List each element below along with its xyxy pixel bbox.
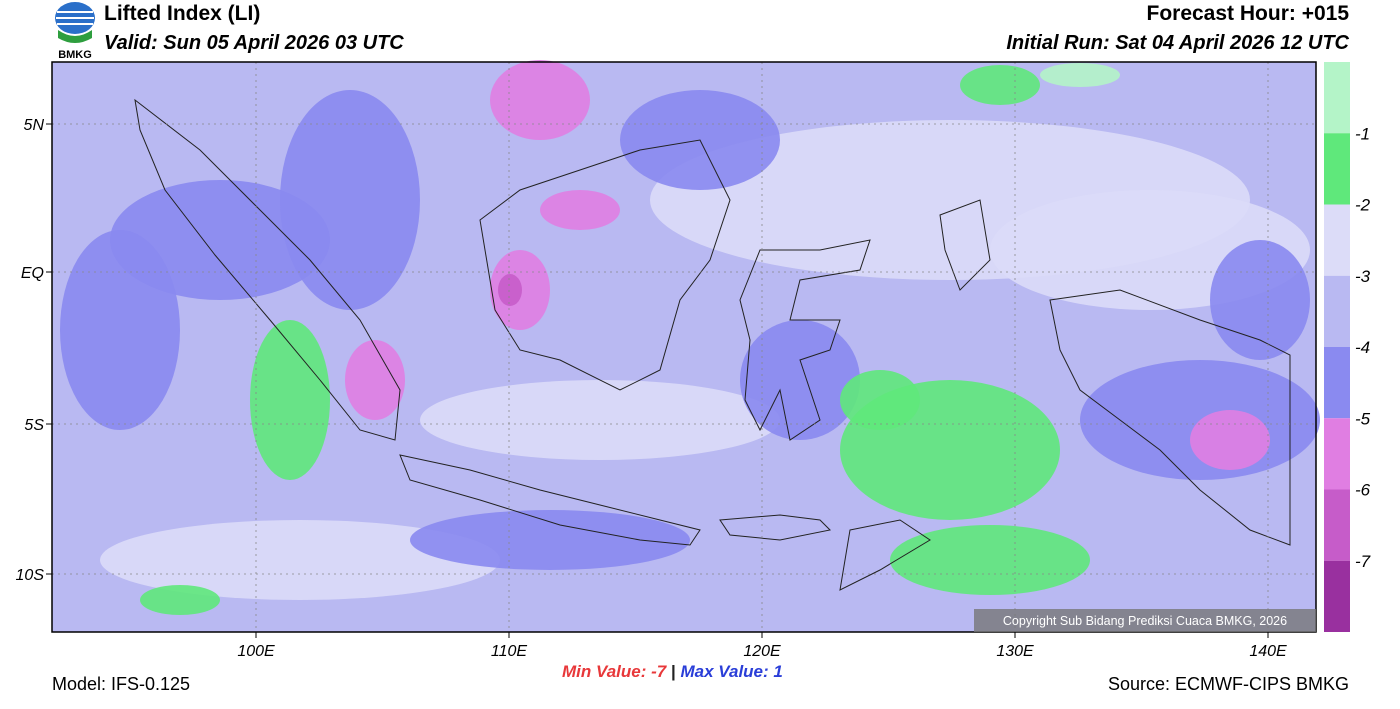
field-region <box>100 520 500 600</box>
colorbar-label: -3 <box>1355 267 1371 286</box>
title: Lifted Index (LI) <box>104 2 261 25</box>
lat-label: 5N <box>24 117 45 134</box>
colorbar-swatch <box>1324 133 1350 205</box>
field-region <box>498 274 522 306</box>
field-region <box>960 65 1040 105</box>
forecast-hour: Forecast Hour: +015 <box>1146 2 1350 25</box>
lon-label: 130E <box>996 643 1034 660</box>
colorbar-swatch <box>1324 62 1350 134</box>
field-region <box>1040 63 1120 87</box>
map-frame <box>51 61 1317 633</box>
separator: | <box>670 662 676 681</box>
lat-label: 5S <box>24 417 44 434</box>
colorbar-label: -5 <box>1355 409 1371 428</box>
field-region <box>840 370 920 430</box>
copyright-box <box>974 609 1316 632</box>
field-region <box>1190 410 1270 470</box>
source: Source: ECMWF-CIPS BMKG <box>1107 674 1349 694</box>
field-region <box>280 90 420 310</box>
min-label: Min Value: <box>562 662 647 681</box>
logo-text: BMKG <box>58 49 92 60</box>
model: Model: IFS-0.125 <box>52 674 191 694</box>
min-max: Min Value: -7 | Max Value: 1 <box>562 662 783 682</box>
copyright: Copyright Sub Bidang Prediksi Cuaca BMKG… <box>1003 614 1287 628</box>
max-label: Max Value: <box>680 662 769 681</box>
coastlines <box>134 98 1291 591</box>
field-region <box>345 340 405 420</box>
colorbar-swatch <box>1324 275 1350 347</box>
lat-label: EQ <box>21 265 44 282</box>
field-region <box>250 320 330 480</box>
lat-label: 10S <box>16 567 45 584</box>
logo: BMKG <box>55 2 95 60</box>
colorbar-swatch <box>1324 489 1350 561</box>
field-region <box>890 525 1090 595</box>
lon-label: 110E <box>491 643 528 660</box>
field-region <box>490 60 590 140</box>
field-region <box>1080 360 1320 480</box>
field-region <box>410 510 690 570</box>
field-region <box>540 190 620 230</box>
colorbar-swatch <box>1324 347 1350 419</box>
field-region <box>140 585 220 615</box>
colorbar-label: -6 <box>1355 481 1371 500</box>
max-value: 1 <box>773 662 783 681</box>
colorbar-swatch <box>1324 204 1350 276</box>
field-region <box>60 230 180 430</box>
field-region <box>1210 240 1310 360</box>
lon-label: 100E <box>237 643 275 660</box>
field-region <box>740 320 860 440</box>
colorbar-label: -4 <box>1355 338 1370 357</box>
min-value: -7 <box>651 662 667 681</box>
initial-run: Initial Run: Sat 04 April 2026 12 UTC <box>1006 32 1349 54</box>
lon-label: 120E <box>743 643 781 660</box>
field-region <box>420 380 780 460</box>
colorbar-swatch <box>1324 560 1350 632</box>
colorbar-label: -2 <box>1355 196 1371 215</box>
colorbar-label: -7 <box>1355 552 1371 571</box>
valid-time: Valid: Sun 05 April 2026 03 UTC <box>104 32 404 54</box>
colorbar-swatch <box>1324 418 1350 490</box>
lon-label: 140E <box>1249 643 1287 660</box>
colorbar-label: -1 <box>1355 124 1370 143</box>
